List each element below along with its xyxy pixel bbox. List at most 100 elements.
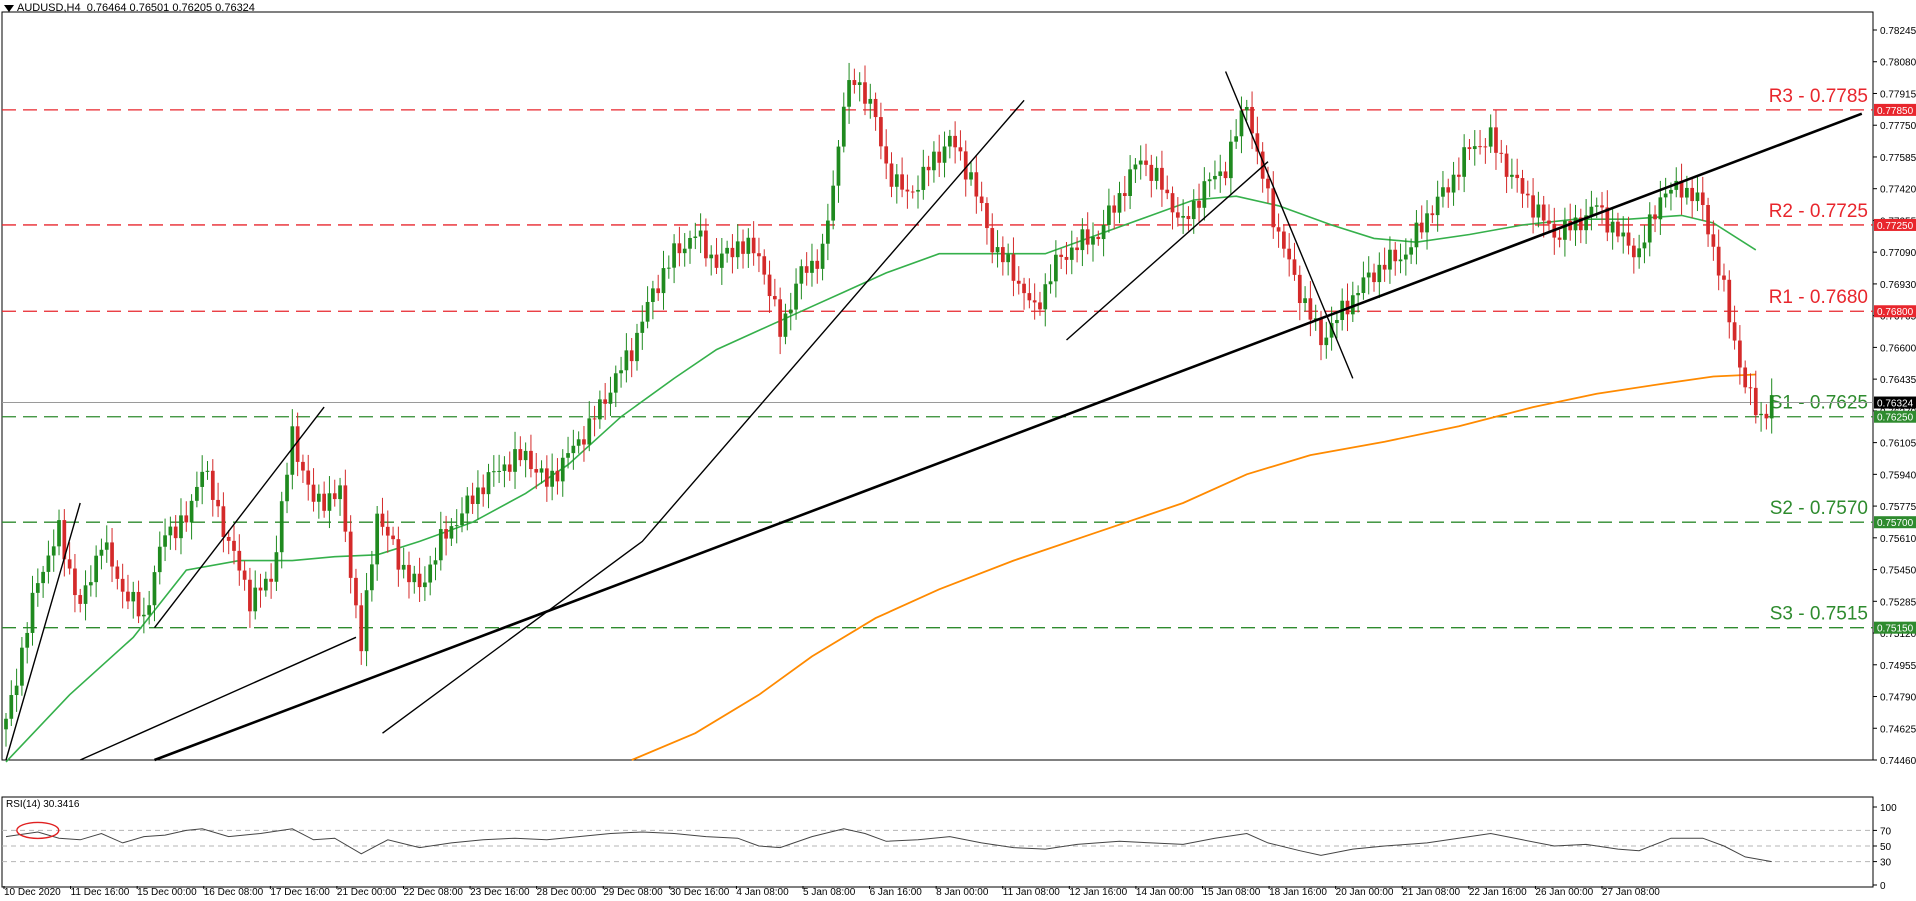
candle-body-bull	[168, 526, 173, 536]
candle-body-bear	[815, 260, 820, 269]
time-tick-label: 22 Dec 08:00	[404, 887, 464, 896]
candle-body-bear	[332, 493, 337, 500]
candle-body-bull	[205, 470, 210, 472]
price-tick-label: 0.75610	[1880, 534, 1916, 545]
ema-slow-line	[631, 373, 1756, 761]
candle-body-bear	[1541, 204, 1546, 221]
level-label: S2 - 0.7570	[1770, 498, 1868, 519]
candle-body-bear	[778, 299, 783, 337]
candle-body-bear	[306, 470, 311, 485]
candle-body-bear	[1276, 227, 1281, 232]
candle-body-bear	[1578, 217, 1583, 231]
candle-body-bear	[910, 191, 915, 193]
time-tick-label: 4 Jan 08:00	[736, 887, 789, 896]
collapse-triangle-icon[interactable]	[4, 4, 14, 12]
candle-body-bear	[1732, 322, 1737, 341]
candle-body-bull	[661, 268, 666, 294]
candle-body-bear	[1626, 232, 1631, 246]
candle-body-bear	[380, 513, 385, 527]
time-tick-label: 29 Dec 08:00	[603, 887, 663, 896]
candle-body-bear	[1096, 236, 1101, 240]
rsi-tick-label: 0	[1880, 881, 1886, 892]
trendline	[5, 502, 81, 761]
candle-body-bull	[672, 243, 676, 268]
candle-body-bull	[497, 470, 501, 472]
candle-body-bull	[1069, 247, 1074, 260]
level-price-tag-text: 0.77250	[1877, 221, 1914, 232]
candle-body-bear	[1478, 146, 1482, 148]
candle-body-bull	[1048, 281, 1053, 285]
price-tick-label: 0.77420	[1880, 185, 1916, 196]
candle-body-bear	[741, 241, 745, 254]
candle-body-bear	[1011, 254, 1016, 281]
candle-body-bear	[1653, 214, 1657, 220]
candle-body-bear	[1504, 153, 1509, 177]
candle-body-bull	[327, 493, 332, 511]
candle-body-bull	[836, 146, 841, 186]
candle-body-bull	[152, 572, 157, 606]
candle-body-bear	[990, 228, 995, 253]
chart-header: AUDUSD,H4 0.76464 0.76501 0.76205 0.7632…	[4, 2, 255, 14]
candle-body-bull	[94, 555, 98, 583]
candle-body-bear	[1727, 279, 1732, 323]
time-tick-label: 14 Jan 00:00	[1136, 887, 1194, 896]
candle-body-bear	[1382, 264, 1387, 270]
candle-body-bull	[1398, 259, 1403, 262]
candle-body-bull	[868, 98, 873, 104]
candle-body-bull	[1414, 222, 1419, 248]
time-tick-label: 22 Jan 16:00	[1469, 887, 1527, 896]
candle-body-bear	[1308, 298, 1313, 320]
candle-body-bear	[1027, 293, 1032, 301]
candle-body-bull	[1313, 318, 1318, 320]
time-tick-label: 18 Jan 16:00	[1269, 887, 1327, 896]
candle-body-bull	[619, 370, 623, 374]
candle-body-bull	[1234, 136, 1239, 142]
candle-body-bear	[481, 487, 486, 495]
trendline	[382, 99, 1025, 734]
candle-body-bear	[1525, 193, 1530, 196]
rsi-overbought-marker	[16, 821, 60, 840]
candle-body-bear	[210, 470, 215, 500]
candle-body-bull	[274, 552, 279, 582]
candle-body-bull	[338, 485, 342, 500]
candle-body-bear	[407, 564, 411, 583]
candle-body-bull	[35, 583, 40, 593]
candle-body-bull	[195, 486, 199, 501]
candle-body-bull	[635, 332, 639, 362]
candle-body-bear	[110, 542, 114, 567]
candle-body-bear	[985, 203, 989, 229]
candle-body-bear	[1531, 195, 1535, 218]
candle-body-bull	[1324, 337, 1329, 346]
candle-body-bull	[995, 247, 1000, 253]
rsi-label: RSI(14) 30.3416	[6, 799, 80, 810]
candle-body-bear	[1022, 283, 1026, 294]
candle-body-bull	[163, 535, 167, 547]
candle-body-bear	[863, 82, 867, 104]
candle-body-bull	[83, 585, 88, 604]
candle-body-bear	[216, 499, 220, 507]
price-tick-label: 0.74625	[1880, 724, 1916, 735]
candle-body-bull	[1769, 395, 1774, 419]
candle-body-bull	[460, 513, 464, 526]
candle-body-bear	[804, 266, 809, 273]
candle-body-bull	[189, 500, 194, 523]
candle-body-bull	[1202, 181, 1207, 208]
candle-body-bear	[926, 166, 931, 171]
candle-body-bull	[1181, 215, 1185, 218]
candle-body-bull	[1329, 323, 1334, 338]
candle-body-bull	[688, 237, 692, 249]
candle-body-bear	[1170, 193, 1175, 213]
candle-body-bear	[1175, 212, 1180, 218]
candle-body-bear	[385, 526, 390, 536]
candle-body-bear	[714, 254, 719, 268]
candle-body-bull	[486, 472, 491, 495]
candle-body-bear	[1223, 171, 1228, 179]
last-price-tag	[1874, 396, 1916, 409]
candle-body-bull	[947, 135, 952, 147]
candle-body-bear	[603, 399, 608, 404]
candle-body-bear	[1064, 256, 1069, 260]
candle-body-bull	[1361, 277, 1366, 293]
candle-body-bear	[67, 559, 72, 569]
